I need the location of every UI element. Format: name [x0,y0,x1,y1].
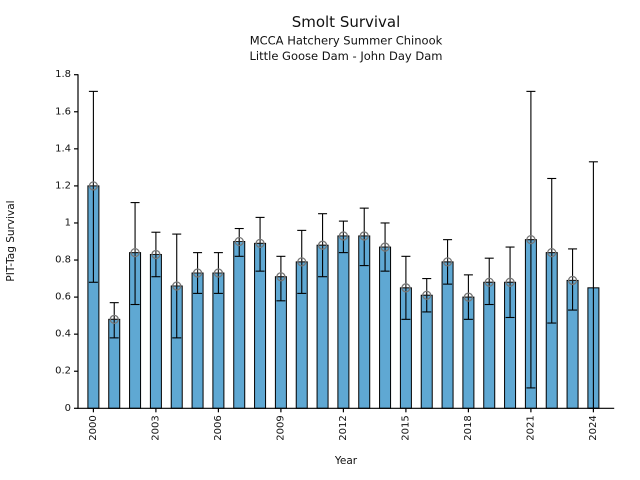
y-tick-label: 0.8 [55,255,71,266]
marker-circle-2023 [567,275,578,286]
marker-circle-2016 [422,290,432,300]
marker-circle-2012 [338,231,349,241]
x-tick-label: 2015 [400,415,411,440]
marker-circle-2003 [151,249,161,260]
marker-circle-2013 [359,231,369,241]
bar-2007 [233,241,246,409]
marker-circle-2007 [234,236,244,247]
x-tick-label: 2003 [150,415,161,440]
marker-circle-2005 [192,268,203,278]
marker-circle-2021 [526,234,536,245]
bar-2012 [337,235,350,409]
x-tick-label: 2009 [275,415,286,440]
marker-circle-2020 [505,277,515,287]
marker-circle-2006 [213,268,224,278]
y-tick-label: 1.4 [55,143,71,154]
y-tick-label: 1.2 [55,180,71,191]
bar-2003 [149,253,162,409]
marker-circle-2015 [401,283,411,293]
chart-subtitle-stock: MCCA Hatchery Summer Chinook [250,34,443,48]
y-tick-label: 1 [65,217,71,228]
marker-circle-2002 [130,247,140,258]
y-tick-label: 0 [65,403,71,414]
x-tick-label: 2012 [338,415,349,440]
x-tick-label: 2021 [525,415,536,440]
plot-area: 0 0.2 0.4 0.6 0.8 1 1.2 1.4 1.6 1.8 2000 2003 2006 20… [55,69,615,441]
x-tick-label: 2018 [463,415,474,440]
x-tick-label: 2000 [88,415,99,440]
marker-circle-2011 [317,240,328,250]
marker-circle-2019 [484,277,494,287]
marker-circle-2018 [463,292,474,302]
chart-subtitle-reach: Little Goose Dam - John Day Dam [250,49,443,63]
marker-circle-2001 [109,314,119,324]
marker-circle-2014 [380,242,390,252]
y-tick-label: 0.2 [55,366,71,377]
marker-circle-2004 [172,281,182,291]
chart-title: Smolt Survival [292,13,401,31]
y-tick-label: 0.4 [55,329,71,340]
x-tick-label: 2024 [588,415,599,440]
marker-circle-2000 [88,181,99,191]
y-tick-label: 0.6 [55,292,71,303]
y-axis-label: PIT-Tag Survival [5,200,17,281]
marker-circle-2017 [442,257,453,267]
marker-circle-2010 [297,257,307,267]
y-tick-label: 1.6 [55,106,71,117]
x-tick-label: 2006 [213,415,224,440]
x-axis-label: Year [334,455,358,467]
marker-circle-2009 [276,272,286,282]
y-tick-label: 1.8 [55,69,71,80]
marker-circle-2022 [547,247,557,258]
marker-circle-2008 [255,238,265,249]
